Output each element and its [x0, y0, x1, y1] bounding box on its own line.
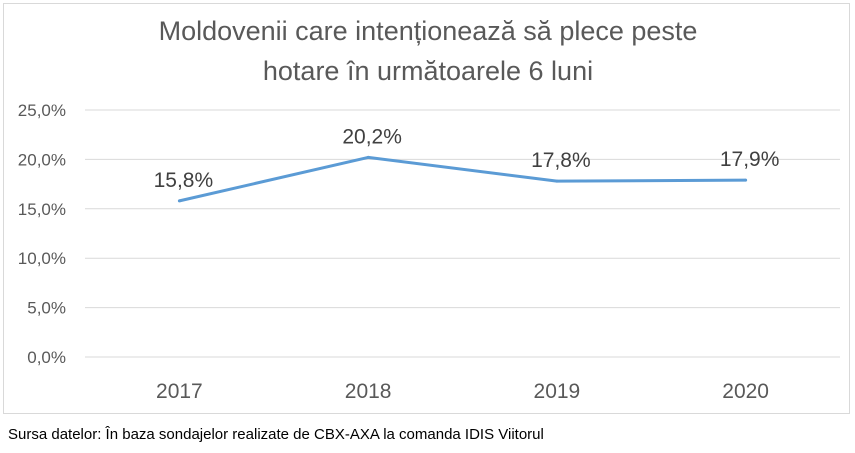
y-tick-label: 25,0% — [18, 101, 66, 120]
x-tick-label: 2020 — [722, 380, 769, 403]
y-tick-label: 5,0% — [27, 299, 66, 318]
y-tick-label: 15,0% — [18, 200, 66, 219]
data-point — [366, 155, 370, 159]
x-tick-label: 2017 — [156, 380, 203, 403]
data-point — [555, 179, 559, 183]
x-tick-label: 2018 — [345, 380, 392, 403]
y-tick-label: 20,0% — [18, 150, 66, 169]
data-label: 15,8% — [154, 169, 214, 192]
data-label: 20,2% — [342, 125, 402, 148]
chart-title-line-2: hotare în următoarele 6 luni — [263, 56, 593, 86]
data-label: 17,8% — [531, 149, 591, 172]
chart-title-line-1: Moldovenii care intenționează să plece p… — [159, 16, 698, 46]
source-note: Sursa datelor: În baza sondajelor realiz… — [8, 426, 544, 443]
x-tick-label: 2019 — [534, 380, 581, 403]
series-line — [179, 155, 746, 203]
data-point — [744, 178, 748, 182]
data-label: 17,9% — [720, 148, 780, 171]
y-tick-label: 10,0% — [18, 249, 66, 268]
y-tick-label: 0,0% — [27, 348, 66, 367]
data-point — [177, 199, 181, 203]
